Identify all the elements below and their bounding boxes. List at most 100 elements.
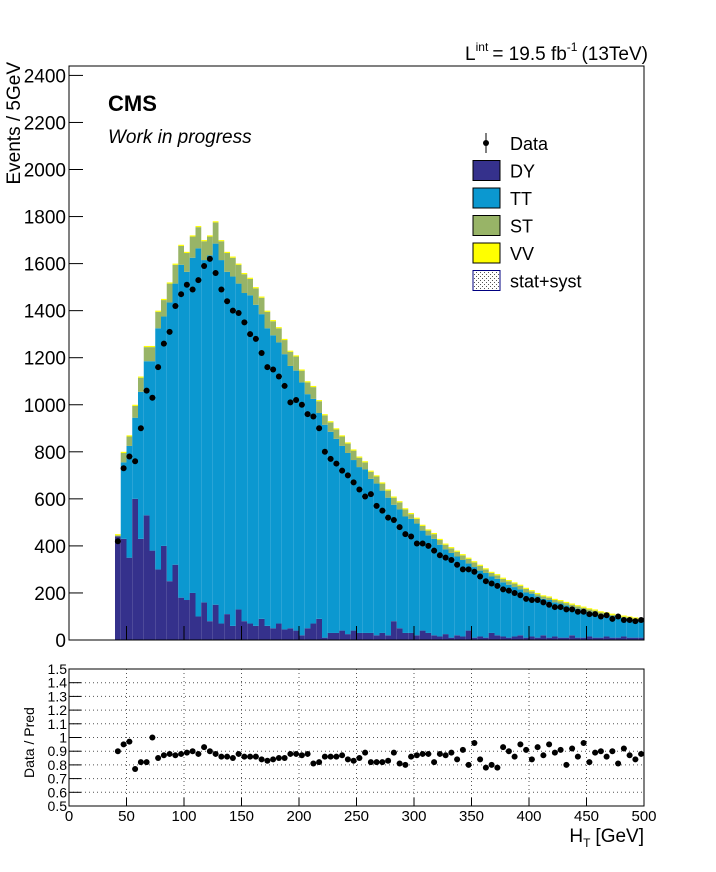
histogram-bar bbox=[534, 592, 541, 595]
histogram-bar bbox=[488, 576, 495, 633]
data-point bbox=[126, 453, 133, 460]
histogram-bar bbox=[529, 636, 535, 640]
ratio-point bbox=[477, 756, 484, 763]
data-point bbox=[356, 486, 363, 493]
histogram-bar bbox=[396, 502, 403, 510]
histogram-bar bbox=[575, 605, 581, 607]
histogram-bar bbox=[247, 295, 253, 624]
histogram-bar bbox=[391, 504, 397, 622]
data-point bbox=[448, 557, 455, 564]
data-point bbox=[275, 373, 282, 380]
histogram-bar bbox=[385, 489, 391, 491]
data-point bbox=[425, 542, 432, 549]
data-point bbox=[574, 608, 581, 615]
histogram-bar bbox=[138, 391, 144, 539]
ratio-point bbox=[327, 753, 334, 760]
data-point bbox=[304, 411, 311, 418]
x-label-symbol: H bbox=[569, 826, 583, 847]
histogram-bar bbox=[155, 311, 161, 329]
data-point bbox=[298, 401, 305, 408]
ratio-point bbox=[224, 753, 231, 760]
histogram-bar bbox=[178, 245, 184, 265]
ratio-point bbox=[114, 748, 121, 755]
y-tick-label: 1800 bbox=[24, 208, 66, 229]
histogram-bar bbox=[345, 452, 351, 635]
histogram-bar bbox=[356, 467, 363, 633]
histogram-bar bbox=[494, 575, 501, 579]
histogram-bar bbox=[264, 328, 271, 626]
x-tick-label: 200 bbox=[286, 808, 311, 825]
histogram-bar bbox=[379, 482, 386, 484]
ratio-point bbox=[442, 752, 449, 759]
histogram-bar bbox=[339, 630, 345, 640]
data-point bbox=[316, 425, 323, 432]
histogram-bar bbox=[385, 497, 391, 636]
x-tick-label: 350 bbox=[459, 808, 484, 825]
histogram-bar bbox=[333, 632, 340, 640]
data-point bbox=[281, 382, 288, 389]
ratio-y-axis-label: Data / Pred bbox=[21, 707, 37, 778]
histogram-bar bbox=[218, 623, 225, 640]
histogram-bar bbox=[488, 571, 495, 573]
histogram-bar bbox=[615, 637, 621, 640]
histogram-bar bbox=[126, 435, 133, 437]
histogram-bar bbox=[293, 355, 299, 357]
legend-swatch bbox=[472, 215, 501, 236]
ratio-point bbox=[523, 746, 530, 753]
y-tick-label: 1 bbox=[59, 730, 67, 746]
histogram-bar bbox=[304, 381, 311, 383]
legend-label: VV bbox=[510, 244, 534, 264]
histogram-bar bbox=[253, 287, 259, 289]
histogram-bar bbox=[195, 248, 202, 617]
histogram-bar bbox=[138, 538, 144, 640]
data-point bbox=[413, 540, 420, 547]
legend-swatch bbox=[472, 160, 501, 181]
histogram-bar bbox=[552, 598, 558, 601]
histogram-bar bbox=[207, 236, 213, 256]
ratio-point bbox=[304, 750, 311, 757]
histogram-bar bbox=[638, 637, 644, 640]
histogram-bar bbox=[483, 637, 489, 640]
data-point bbox=[212, 270, 219, 277]
ratio-point bbox=[143, 759, 150, 766]
histogram-bar bbox=[517, 589, 524, 636]
histogram-bar bbox=[552, 600, 558, 603]
ratio-point bbox=[402, 761, 409, 768]
histogram-bar bbox=[425, 530, 432, 536]
histogram-bar bbox=[333, 429, 340, 439]
data-point bbox=[160, 340, 167, 347]
legend-label: Data bbox=[510, 134, 549, 154]
data-point bbox=[505, 587, 512, 594]
data-point bbox=[293, 397, 300, 404]
histogram-bar bbox=[373, 476, 380, 484]
ratio-point bbox=[132, 766, 139, 773]
ratio-point bbox=[413, 752, 420, 759]
ratio-point bbox=[609, 748, 616, 755]
histogram-bar bbox=[322, 415, 328, 425]
histogram-bar bbox=[201, 602, 207, 640]
histogram-bar bbox=[385, 490, 391, 498]
ratio-point bbox=[155, 755, 162, 762]
histogram-bar bbox=[523, 592, 529, 638]
histogram-bar bbox=[201, 260, 207, 603]
ratio-point bbox=[201, 744, 208, 751]
ratio-point bbox=[546, 741, 553, 748]
data-point bbox=[373, 502, 380, 509]
ratio-point bbox=[373, 759, 380, 766]
histogram-bar bbox=[580, 610, 587, 638]
histogram-bar bbox=[391, 496, 397, 498]
histogram-bar bbox=[557, 600, 564, 602]
histogram-bar bbox=[115, 535, 121, 537]
histogram-bar bbox=[477, 565, 483, 571]
histogram-bar bbox=[356, 632, 363, 640]
histogram-bar bbox=[224, 271, 230, 615]
histogram-bar bbox=[414, 517, 420, 519]
ratio-point bbox=[339, 752, 346, 759]
histogram-bar bbox=[132, 498, 138, 640]
ratio-point bbox=[396, 760, 403, 767]
histogram-bar bbox=[166, 283, 173, 303]
histogram-bar bbox=[465, 557, 472, 559]
x-tick-label: 250 bbox=[344, 808, 369, 825]
histogram-bar bbox=[327, 632, 334, 640]
ratio-point bbox=[574, 753, 581, 760]
